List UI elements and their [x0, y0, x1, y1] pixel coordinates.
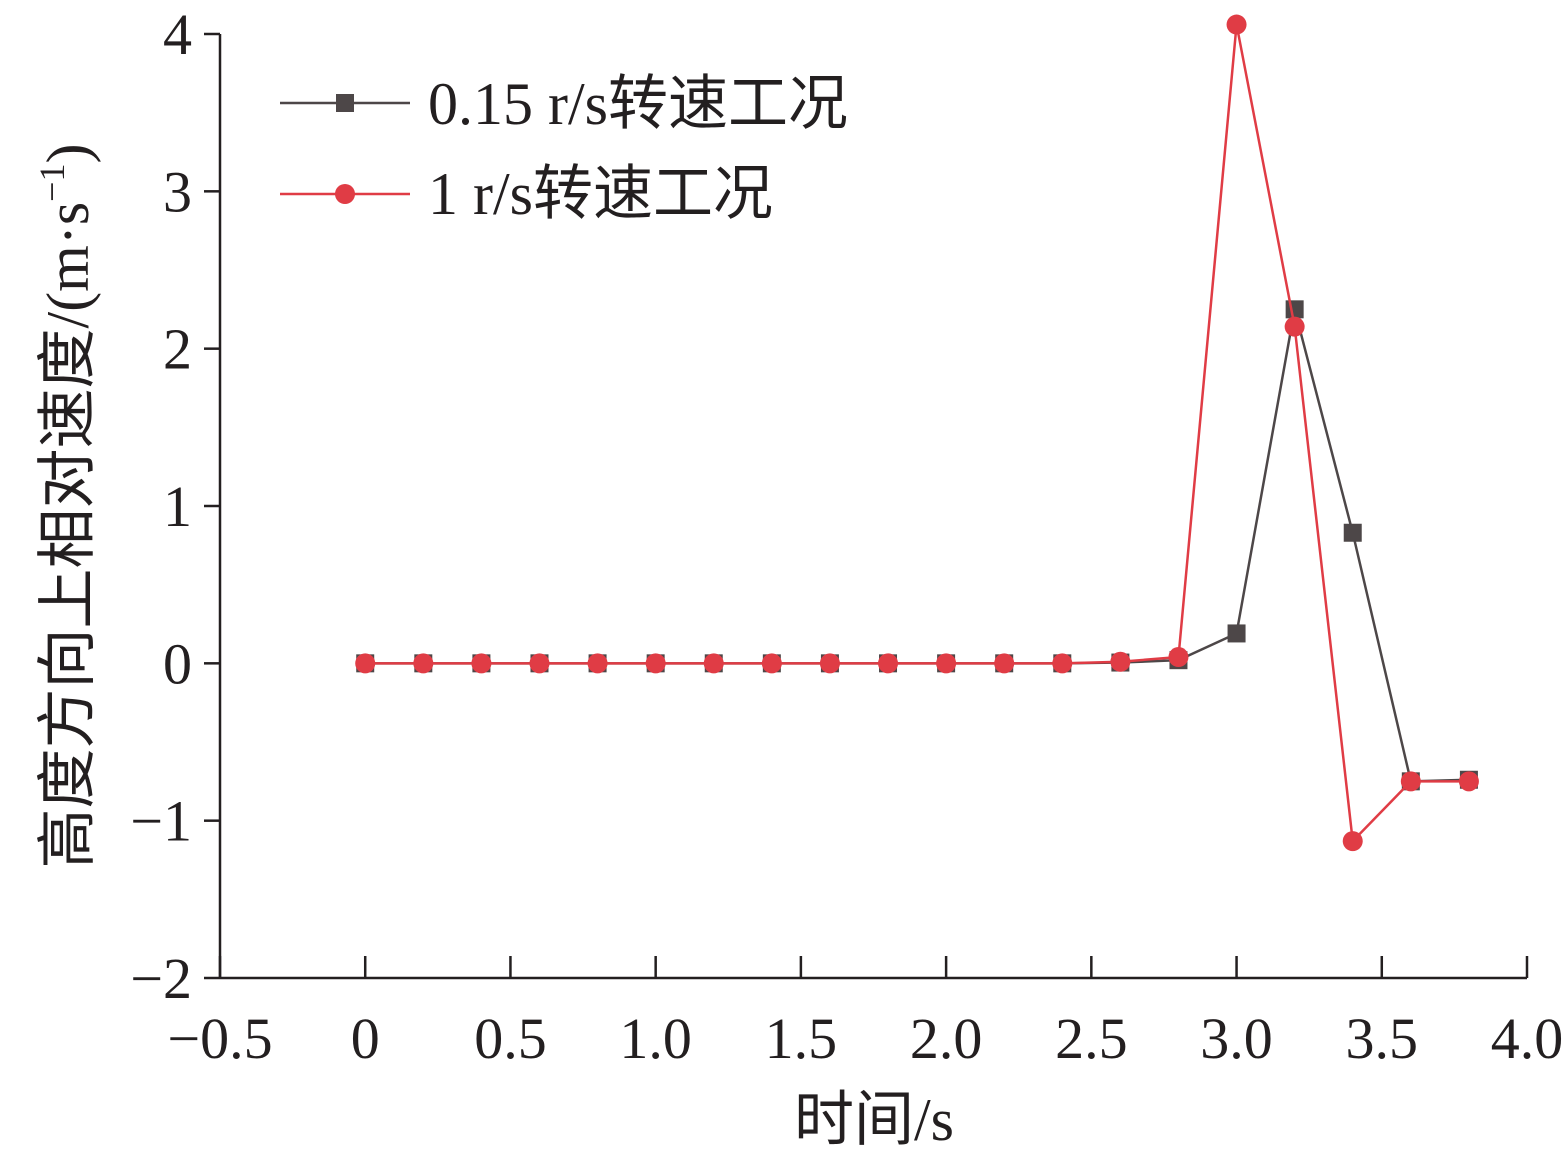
data-point [355, 653, 376, 674]
y-tick-label: 0 [163, 631, 192, 696]
x-tick-label: 0.5 [474, 1006, 547, 1071]
data-point [936, 653, 957, 674]
y-axis-title: 高度方向上相对速度/(m·s−1) [32, 144, 101, 869]
y-axis-title-superscript: −1 [32, 164, 72, 202]
data-point [645, 653, 666, 674]
legend-label-series-2: 1 r/s转速工况 [428, 161, 773, 227]
data-point [587, 653, 608, 674]
data-point [413, 653, 434, 674]
legend-square-marker-icon [336, 94, 354, 112]
series-layer [355, 14, 1479, 852]
data-point [1285, 300, 1304, 319]
legend-entry-series-1: 0.15 r/s转速工况 [280, 71, 848, 137]
x-tick-label: 1.5 [765, 1006, 838, 1071]
data-point [1226, 14, 1247, 35]
data-point [1342, 831, 1363, 852]
series-line [365, 309, 1469, 783]
data-point [1052, 653, 1073, 674]
data-point [1284, 316, 1305, 337]
x-tick-label: −0.5 [167, 1006, 272, 1071]
data-point [819, 653, 840, 674]
data-point [471, 653, 492, 674]
x-tick-label: 2.0 [910, 1006, 983, 1071]
x-axis-title: 时间/s [794, 1087, 954, 1153]
legend-entry-series-2: 1 r/s转速工况 [280, 161, 773, 227]
series-line [365, 24, 1469, 844]
legend: 0.15 r/s转速工况 1 r/s转速工况 [280, 71, 848, 227]
y-axis-title-main: 高度方向上相对速度/(m·s [35, 202, 101, 869]
x-tick-label: 0 [351, 1006, 380, 1071]
y-tick-label: 2 [163, 317, 192, 382]
legend-circle-marker-icon [335, 184, 355, 204]
data-point [1343, 523, 1362, 542]
x-ticks: −0.5 0 0.5 1.0 1.5 2.0 2.5 3.0 3.5 4.0 [167, 956, 1563, 1071]
x-tick-label: 2.5 [1055, 1006, 1128, 1071]
x-tick-label: 3.0 [1200, 1006, 1273, 1071]
data-point [878, 653, 899, 674]
y-tick-label: 3 [163, 159, 192, 224]
x-tick-label: 3.5 [1346, 1006, 1419, 1071]
data-point [529, 653, 550, 674]
y-tick-label: −1 [130, 789, 192, 854]
legend-label-series-1: 0.15 r/s转速工况 [428, 71, 848, 137]
data-point [761, 653, 782, 674]
data-point [1168, 647, 1189, 668]
x-tick-label: 4.0 [1491, 1006, 1564, 1071]
series-2 [355, 14, 1479, 852]
axes [218, 34, 1527, 980]
data-point [703, 653, 724, 674]
x-tick-label: 1.0 [619, 1006, 692, 1071]
data-point [1110, 651, 1131, 672]
data-point [1227, 624, 1246, 643]
data-point [994, 653, 1015, 674]
y-ticks: −2 −1 0 1 2 3 4 [130, 2, 220, 1011]
y-tick-label: −2 [130, 946, 192, 1011]
y-tick-label: 4 [163, 2, 192, 67]
y-tick-label: 1 [163, 474, 192, 539]
data-point [1400, 771, 1421, 792]
data-point [1458, 771, 1479, 792]
series-1 [356, 300, 1478, 791]
y-axis-title-close: ) [35, 144, 101, 164]
